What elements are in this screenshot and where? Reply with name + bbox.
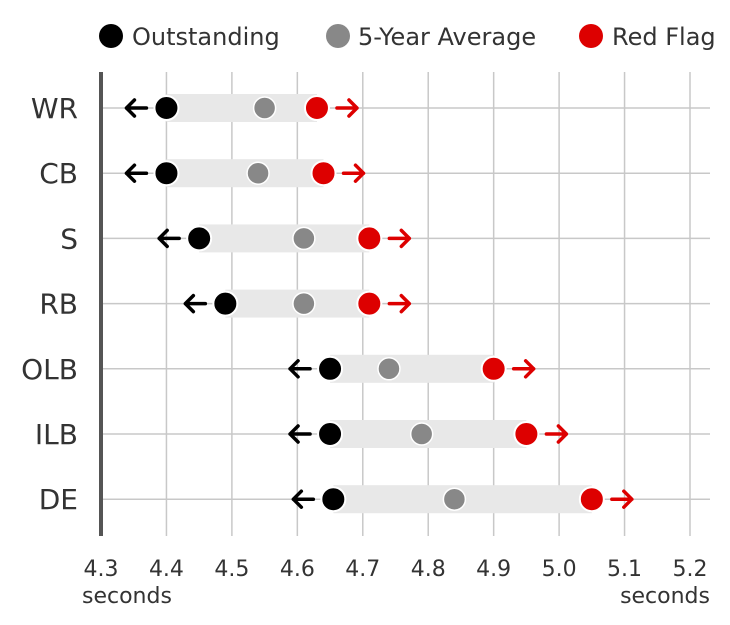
y-tick-label: RB xyxy=(39,288,78,321)
y-axis-line xyxy=(99,72,103,536)
point-average xyxy=(292,291,316,316)
x-axis-label-left: seconds xyxy=(82,584,172,609)
x-tick-label: 4.6 xyxy=(280,557,315,582)
point-average xyxy=(377,357,401,381)
x-axis-label-right: seconds xyxy=(620,584,710,609)
right-arrow-icon xyxy=(387,228,412,249)
point-average xyxy=(409,422,434,446)
y-tick-label: OLB xyxy=(21,353,78,386)
point-outstanding xyxy=(186,225,213,252)
range-band xyxy=(330,354,494,383)
x-tick-label: 5.2 xyxy=(673,557,708,582)
legend-label-average: 5-Year Average xyxy=(358,23,536,51)
x-tick-label: 4.4 xyxy=(149,557,184,582)
point-red-flag xyxy=(480,355,507,382)
point-outstanding xyxy=(317,355,344,382)
legend: Outstanding 5-Year Average Red Flag xyxy=(99,23,716,51)
x-tick-label: 4.5 xyxy=(214,557,249,582)
legend-marker-red-flag xyxy=(579,24,603,48)
legend-label-red-flag: Red Flag xyxy=(612,23,716,51)
y-tick-label: CB xyxy=(39,157,78,190)
point-red-flag xyxy=(310,160,337,187)
legend-label-outstanding: Outstanding xyxy=(132,23,280,51)
x-tick-label: 4.9 xyxy=(476,557,511,582)
right-arrow-icon xyxy=(511,359,536,379)
point-red-flag xyxy=(513,421,540,447)
legend-marker-outstanding xyxy=(99,24,123,48)
point-red-flag xyxy=(356,290,383,317)
right-arrow-icon xyxy=(341,163,366,183)
point-red-flag xyxy=(356,225,383,252)
range-band xyxy=(199,224,370,253)
point-outstanding xyxy=(153,95,180,121)
legend-marker-average xyxy=(326,24,350,48)
x-tick-label: 5.0 xyxy=(542,557,577,582)
point-red-flag xyxy=(578,486,605,513)
left-arrow-icon xyxy=(288,359,312,379)
y-tick-label: ILB xyxy=(35,418,78,451)
x-tick-label: 4.7 xyxy=(345,557,380,582)
point-red-flag xyxy=(303,95,330,121)
range-band xyxy=(166,94,317,122)
point-average xyxy=(292,226,316,251)
point-outstanding xyxy=(212,290,239,317)
left-arrow-icon xyxy=(288,424,312,444)
right-arrow-icon xyxy=(610,489,634,509)
y-tick-label: DE xyxy=(39,483,78,516)
right-arrow-icon xyxy=(387,293,412,314)
right-arrow-icon xyxy=(335,98,359,118)
y-tick-label: WR xyxy=(31,92,78,125)
point-average xyxy=(442,487,467,511)
point-average xyxy=(252,96,277,120)
right-arrow-icon xyxy=(544,424,569,444)
y-tick-label: S xyxy=(60,222,78,255)
left-arrow-icon xyxy=(157,228,181,249)
x-tick-label: 4.8 xyxy=(411,557,446,582)
x-tick-label: 5.1 xyxy=(607,557,642,582)
point-outstanding xyxy=(153,160,180,187)
point-average xyxy=(246,161,270,185)
left-arrow-icon xyxy=(124,98,149,118)
point-outstanding xyxy=(317,421,344,447)
left-arrow-icon xyxy=(124,163,149,183)
x-tick-label: 4.3 xyxy=(84,557,119,582)
left-arrow-icon xyxy=(183,293,208,314)
left-arrow-icon xyxy=(291,489,316,509)
range-band xyxy=(166,159,324,188)
point-outstanding xyxy=(320,486,347,513)
